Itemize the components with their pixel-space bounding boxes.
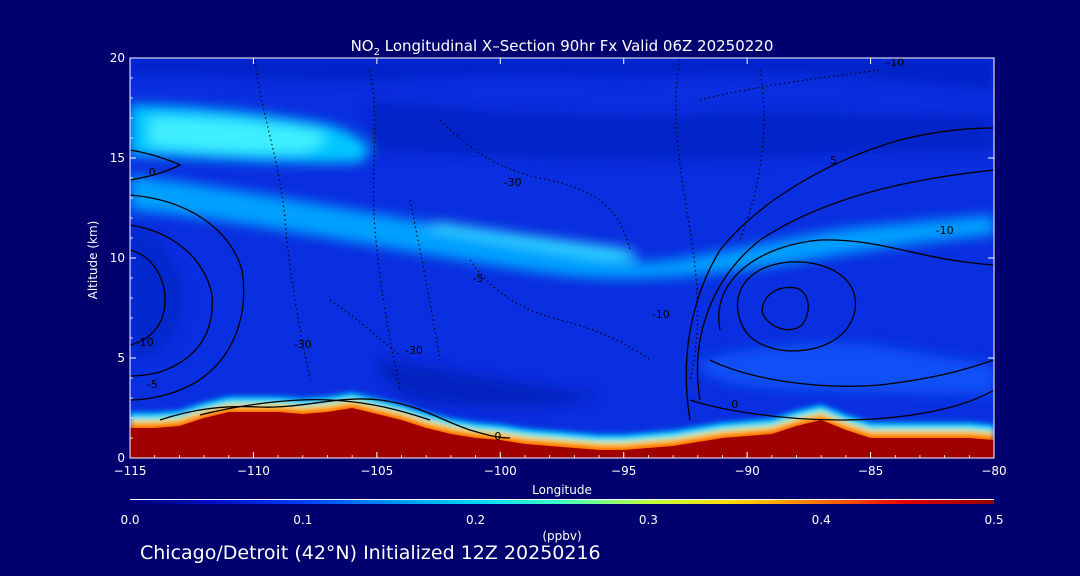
footer-caption: Chicago/Detroit (42°N) Initialized 12Z 2… [140,542,601,564]
contour-labels: 0 -10 -5 -30 -5 -30 -30 -10 0 0 -10 5 -10 [136,56,954,443]
plot-area: 0 -10 -5 -30 -5 -30 -30 -10 0 0 -10 5 -10 [130,56,994,458]
contour-dot-2 [369,69,401,391]
y-tick-label: 20 [110,51,125,65]
contour-label: -30 [405,344,423,357]
field-mid-band-core [420,222,638,260]
contour-dot-4 [439,119,631,251]
colorbar-tick-label: 0.4 [812,513,831,527]
contour-right-loop3 [718,239,994,331]
y-tick-label: 0 [117,451,125,465]
chart-title: NO2 Longitudinal X–Section 90hr Fx Valid… [351,37,774,58]
x-tick-label: −85 [858,464,883,478]
field-dark-band-mid [370,100,994,160]
x-tick-label: −110 [237,464,270,478]
x-tick-label: −105 [360,464,393,478]
contour-lines-dotted [254,59,881,391]
contour-right-lower2 [709,359,994,387]
contour-label: -10 [936,224,954,237]
x-axis-label: Longitude [532,483,592,497]
contour-label: 0 [494,430,501,443]
colorbar: 0.0 0.1 0.2 0.3 0.4 0.5 (ppbv) [120,499,1004,543]
contour-label: -5 [473,272,484,285]
field-left-dark [130,220,183,360]
concentration-field [130,58,994,407]
contour-label: -5 [147,378,158,391]
colorbar-ticks: 0.0 0.1 0.2 0.3 0.4 0.5 [120,513,1003,527]
x-tick-label: −90 [734,464,759,478]
contour-label: 0 [731,398,738,411]
y-axis-label: Altitude (km) [86,221,100,300]
y-axis: 0 5 10 15 20 [110,51,994,465]
contour-right-lower [689,389,994,421]
contour-left-loop-b [130,224,213,377]
field-right-bright [700,343,994,395]
terrain [130,408,994,458]
contour-dot-1 [254,59,311,381]
contour-lines [130,127,994,439]
field-upper-dark [130,58,994,90]
contour-dot-7 [739,69,765,241]
contour-label: -10 [136,336,154,349]
contour-left-loop-c [130,249,166,346]
field-mid-band [130,175,994,279]
contour-label: -30 [294,338,312,351]
y-tick-label: 15 [110,151,125,165]
contour-dot-3 [409,199,441,361]
colorbar-tick-label: 0.1 [293,513,312,527]
colorbar-tick-label: 0.3 [639,513,658,527]
contour-right-mid [696,169,994,401]
contour-left-outer [130,149,182,181]
field-high-band-upper-core [150,118,324,152]
x-tick-label: −80 [981,464,1006,478]
contour-label: 5 [830,154,837,167]
colorbar-tick-label: 0.0 [120,513,139,527]
contour-label: -10 [886,56,904,69]
contour-label: 0 [149,166,156,179]
contour-left-loop-a [130,194,245,401]
contour-label: -10 [652,308,670,321]
contour-right-outer [685,127,994,421]
x-tick-label: −100 [484,464,517,478]
y-tick-label: 5 [117,351,125,365]
contour-dot-9 [329,299,401,356]
contour-left-wave [159,398,511,439]
colorbar-label: (ppbv) [542,529,581,543]
contour-right-loop1 [736,261,857,352]
field-low-dark [379,360,600,407]
colorbar-tick-label: 0.5 [984,513,1003,527]
colorbar-gradient [130,500,994,504]
contour-left-wave2 [199,399,431,421]
contour-right-loop2 [761,286,809,331]
x-axis: −115 −110 −105 −100 −95 −90 −85 −80 [114,58,1007,478]
contour-label: -30 [504,176,522,189]
x-tick-label: −95 [611,464,636,478]
contour-dot-6 [675,59,699,381]
x-tick-label: −115 [114,464,147,478]
y-tick-label: 10 [110,251,125,265]
colorbar-tick-label: 0.2 [466,513,485,527]
